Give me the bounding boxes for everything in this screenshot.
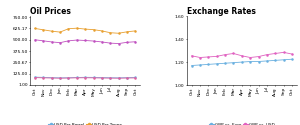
Legend: GBP vs. Euro, GBP vs. USD: GBP vs. Euro, GBP vs. USD (209, 123, 275, 125)
Text: Oil Prices: Oil Prices (30, 7, 71, 16)
Legend: USD Per Barrel, GBP Per Barrel, USD Per Tonne, GBP Per Tonne: USD Per Barrel, GBP Per Barrel, USD Per … (48, 123, 122, 125)
Text: Exchange Rates: Exchange Rates (187, 7, 256, 16)
